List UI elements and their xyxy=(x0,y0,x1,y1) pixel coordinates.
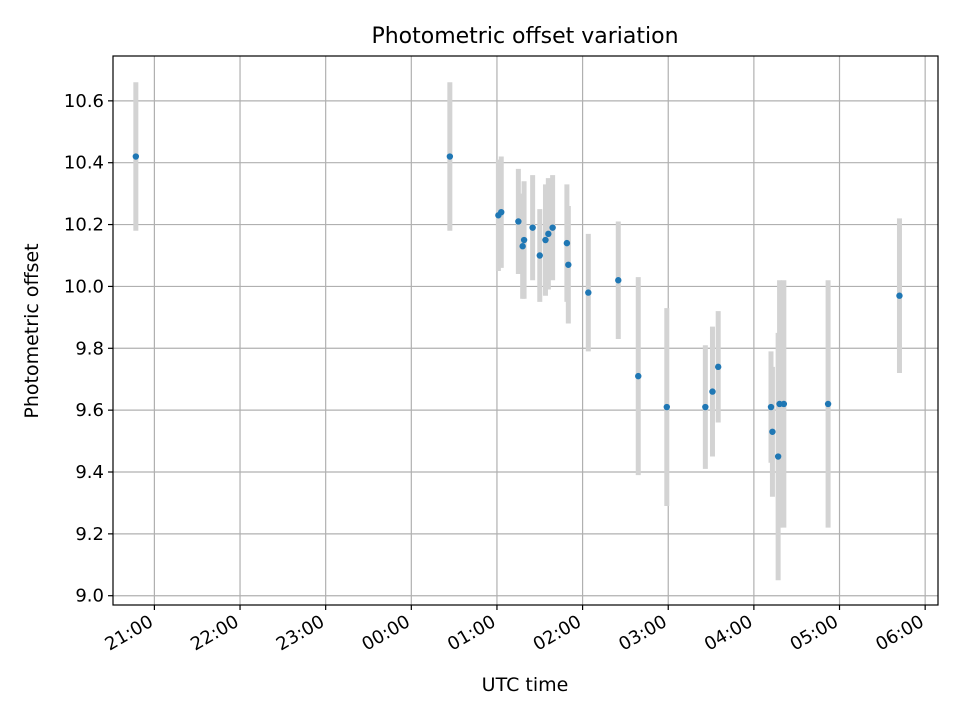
data-point xyxy=(769,428,776,435)
x-tick-label: 05:00 xyxy=(787,611,842,655)
y-axis-label: Photometric offset xyxy=(21,243,43,418)
data-point xyxy=(585,289,592,296)
data-point xyxy=(780,400,788,408)
data-points xyxy=(132,153,903,460)
data-point xyxy=(714,363,722,371)
x-tick-label: 03:00 xyxy=(615,611,670,655)
x-axis-ticks: 21:00 22:00 23:00 00:00 01:00 02:00 03:00 04:00… xyxy=(101,605,928,655)
data-point xyxy=(529,224,536,231)
x-tick-label: 02:00 xyxy=(530,611,585,655)
data-point xyxy=(542,236,549,244)
data-point xyxy=(549,224,556,231)
data-point xyxy=(774,453,782,460)
data-point xyxy=(565,261,572,268)
y-tick-label: 10.4 xyxy=(64,153,104,174)
x-axis-label: UTC time xyxy=(482,674,569,696)
data-point xyxy=(702,403,709,411)
x-tick-label: 06:00 xyxy=(872,611,927,655)
data-point xyxy=(709,388,716,395)
x-tick-label: 22:00 xyxy=(187,611,242,655)
data-point xyxy=(824,400,832,408)
data-point xyxy=(896,292,903,299)
data-point xyxy=(446,153,454,160)
data-point xyxy=(536,252,543,259)
data-point xyxy=(635,372,642,380)
plot-frame xyxy=(112,55,939,606)
x-tick-label: 23:00 xyxy=(273,611,328,655)
y-tick-label: 10.2 xyxy=(64,215,104,236)
x-tick-label: 00:00 xyxy=(358,611,413,655)
data-point xyxy=(132,153,140,160)
y-tick-label: 9.8 xyxy=(75,338,104,359)
x-tick-label: 21:00 xyxy=(101,611,156,655)
chart-title: Photometric offset variation xyxy=(371,24,678,49)
data-point xyxy=(663,403,671,411)
y-tick-label: 9.6 xyxy=(75,400,104,421)
error-bars xyxy=(133,82,902,581)
y-tick-label: 10.6 xyxy=(64,91,104,112)
data-point xyxy=(615,277,622,284)
y-tick-label: 9.2 xyxy=(75,524,104,545)
data-point xyxy=(515,218,522,225)
y-tick-label: 9.0 xyxy=(75,586,104,607)
data-point xyxy=(520,236,528,244)
data-point xyxy=(545,230,552,238)
grid xyxy=(113,56,938,605)
x-tick-label: 04:00 xyxy=(701,611,756,655)
y-tick-label: 10.0 xyxy=(64,276,104,297)
data-point xyxy=(767,403,775,411)
data-point xyxy=(519,243,526,250)
data-point xyxy=(498,208,505,216)
data-point xyxy=(563,239,571,247)
y-axis-ticks: 9.0 9.2 9.4 9.6 9.8 10.0 10.2 10.4 10.6 xyxy=(64,91,113,607)
y-tick-label: 9.4 xyxy=(75,462,104,483)
x-tick-label: 01:00 xyxy=(444,611,499,655)
